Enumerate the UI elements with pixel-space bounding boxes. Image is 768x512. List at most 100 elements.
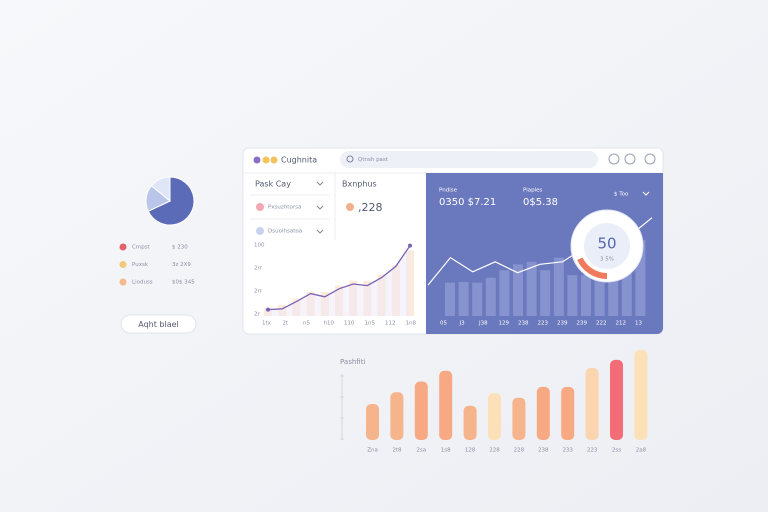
bar (439, 370, 453, 440)
dropdown[interactable]: $ Too (614, 192, 629, 198)
filter[interactable]: Pask Cay (255, 180, 291, 189)
y-tick-label: 2r (254, 312, 260, 318)
bar (594, 270, 605, 316)
x-tick-label: 223 (587, 448, 598, 454)
bar (366, 404, 379, 440)
x-tick-label: 112 (385, 321, 396, 327)
x-tick-label: 128 (465, 448, 476, 454)
item[interactable]: Dsuolhsatoa (268, 229, 302, 235)
bar (499, 270, 510, 316)
app-title: Cughnita (281, 156, 317, 165)
search-placeholder[interactable]: Qtnsh past (358, 157, 389, 163)
pie-slice (150, 176, 171, 203)
bar (567, 275, 578, 316)
bar (513, 264, 523, 316)
x-tick-label: 13 (635, 321, 642, 327)
x-tick-label: 110 (344, 321, 355, 327)
gauge-value: 50 (597, 235, 616, 253)
gauge-inner (584, 223, 630, 269)
y-tick-label: 2rr (254, 266, 263, 272)
bar (608, 265, 619, 316)
x-tick-label: 129 (499, 321, 510, 327)
stat-label: Piaples (523, 188, 542, 194)
icon[interactable] (644, 153, 656, 165)
bar (540, 270, 551, 316)
legend-label: Puxsk (132, 262, 149, 268)
bar (610, 359, 623, 440)
bar (485, 277, 496, 316)
icon[interactable] (608, 153, 620, 165)
bar (553, 257, 564, 316)
x-tick-label: 2t (283, 321, 289, 327)
legend-dot (119, 261, 127, 268)
x-tick-label: Zna (367, 448, 378, 454)
item-icon (256, 227, 264, 235)
search-box[interactable] (340, 151, 598, 168)
metric-icon (346, 203, 354, 211)
gauge-sub: 3 5% (600, 257, 614, 263)
chevron (316, 205, 324, 210)
stat-label: Pndise (439, 188, 458, 194)
x-tick-label: 2ss (612, 448, 621, 454)
bar (463, 405, 477, 440)
stat-value: 0$5.38 (523, 197, 558, 208)
x-tick-label: 228 (514, 448, 525, 454)
bar (585, 368, 599, 440)
gauge-arc (577, 257, 608, 279)
legend-value: $ 230 (172, 245, 188, 251)
metric-label: Bxnphus (342, 180, 377, 189)
x-tick-label: 239 (577, 321, 588, 327)
x-tick-label: 222 (596, 321, 607, 327)
x-tick-label: J38 (478, 321, 488, 327)
button[interactable] (120, 314, 197, 334)
bar (458, 281, 469, 316)
x-tick-label: 05 (440, 321, 447, 327)
bar (621, 261, 632, 316)
legend-label: Cmpst (132, 245, 151, 251)
point (408, 243, 412, 248)
y-tick-label: 2rr (254, 289, 263, 295)
x-tick-label: 238 (518, 321, 529, 327)
x-tick-label: n5 (303, 321, 310, 327)
stat-value: 0350 $7.21 (439, 197, 496, 208)
x-tick-label: 233 (562, 448, 573, 454)
bar (536, 386, 550, 440)
chevron (316, 181, 324, 186)
area (268, 245, 410, 316)
bar (561, 386, 575, 440)
dot (270, 156, 278, 164)
x-tick-label: 1s8 (441, 448, 451, 454)
x-tick-label: 1n8 (406, 321, 417, 327)
item[interactable]: Pxsuzhtorsa (268, 205, 301, 211)
bar (512, 397, 526, 440)
x-tick-label: 228 (489, 448, 500, 454)
line (267, 245, 411, 311)
x-tick-label: 223 (538, 321, 549, 327)
legend-value: $0$ 345 (172, 280, 195, 286)
x-tick-label: 2a8 (636, 448, 647, 454)
legend-dot (119, 243, 127, 251)
legend-label: Lioduss (132, 280, 153, 286)
bar (635, 240, 646, 316)
button-label[interactable]: Aqht blael (138, 320, 179, 329)
dot (253, 156, 261, 164)
x-tick-label: h10 (324, 321, 335, 327)
icon[interactable] (624, 153, 636, 165)
x-tick-label: 2sa (416, 448, 426, 454)
chevron (642, 191, 650, 196)
y-tick-label: 100 (254, 243, 265, 249)
bar (581, 275, 591, 316)
x-tick-label: 1n5 (365, 321, 376, 327)
search-icon (346, 155, 354, 163)
item-icon (256, 203, 264, 211)
legend-dot (119, 278, 127, 286)
x-tick-label: 212 (616, 321, 627, 327)
x-tick-label: 1tx (262, 321, 272, 327)
x-tick-label: J3 (459, 321, 466, 327)
bar (526, 261, 537, 316)
dot (262, 156, 270, 164)
x-tick-label: 238 (538, 448, 549, 454)
bar (414, 381, 428, 440)
chevron (316, 229, 324, 234)
